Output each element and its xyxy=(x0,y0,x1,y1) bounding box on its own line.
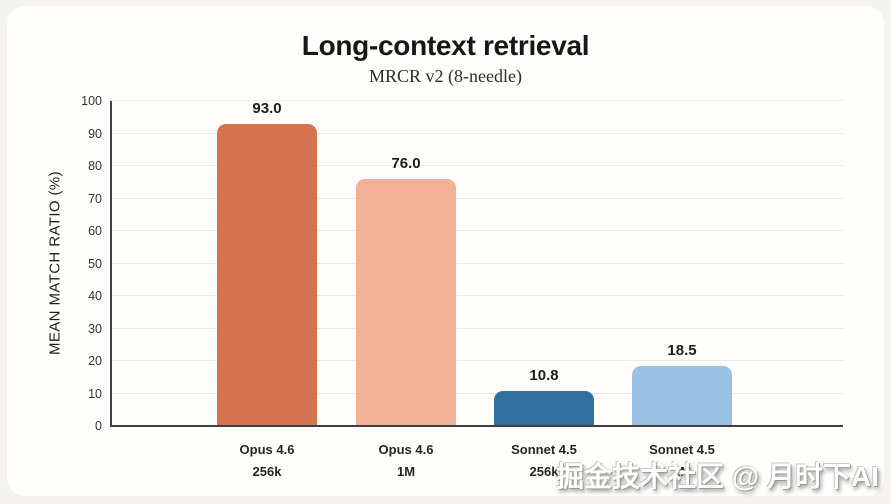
chart-title: Long-context retrieval xyxy=(301,30,590,61)
bar-opus-4.6-256k xyxy=(217,123,317,426)
watermark: 掘金技术社区 @ 月时下AI xyxy=(556,461,879,492)
y-tick-label-90: 90 xyxy=(88,126,102,141)
chart-subtitle: MRCR v2 (8-needle) xyxy=(369,66,522,86)
bar-value-label: 93.0 xyxy=(252,99,282,117)
y-tick-label-40: 40 xyxy=(88,289,102,303)
bar-sonnet-4.5-1m xyxy=(632,365,732,426)
x-category-label: Opus 4.6 1M xyxy=(378,442,434,479)
gridline-50 xyxy=(110,262,843,264)
plot-area: 93.0 76.0 10.8 18.5 xyxy=(110,99,843,427)
gridline-80 xyxy=(110,165,843,166)
bar-value-label: 18.5 xyxy=(667,341,697,359)
y-tick-label-100: 100 xyxy=(81,94,102,108)
y-axis-title: MEAN MATCH RATIO (%) xyxy=(46,170,64,356)
y-tick-label-60: 60 xyxy=(88,224,102,238)
y-tick-label-20: 20 xyxy=(88,354,102,368)
gridline-60 xyxy=(110,230,843,231)
bar-sonnet-4.5-256k xyxy=(494,390,594,426)
y-tick-label-80: 80 xyxy=(88,159,102,173)
y-tick-label-30: 30 xyxy=(88,321,102,336)
bar-value-label: 10.8 xyxy=(529,366,559,384)
gridline-100 xyxy=(110,100,843,101)
y-tick-label-0: 0 xyxy=(95,419,102,433)
bar-value-label: 76.0 xyxy=(391,155,421,172)
bar-opus-4.6-1m xyxy=(356,179,456,426)
y-tick-label-70: 70 xyxy=(88,191,102,206)
x-category-label: Sonnet 4.5 1M xyxy=(649,442,715,479)
gridline-30 xyxy=(110,327,843,329)
x-category-label: Opus 4.6 256k xyxy=(239,442,295,479)
x-axis-line xyxy=(110,424,843,427)
y-axis-line xyxy=(110,101,112,426)
y-tick-label-50: 50 xyxy=(88,256,102,271)
x-category-label: Sonnet 4.5 256k xyxy=(511,442,577,479)
gridline-40 xyxy=(110,295,843,296)
y-tick-label-10: 10 xyxy=(88,386,102,401)
gridline-10 xyxy=(110,392,843,394)
gridline-70 xyxy=(110,197,843,199)
gridline-20 xyxy=(110,360,843,361)
gridline-90 xyxy=(110,132,843,134)
